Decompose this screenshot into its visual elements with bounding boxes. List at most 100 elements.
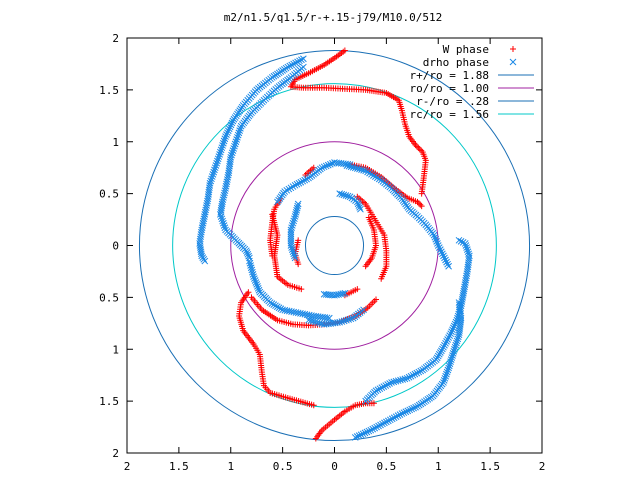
data-point-s1 — [219, 217, 226, 225]
data-point-s1 — [446, 332, 454, 339]
data-point-s1 — [226, 123, 234, 131]
data-point-s1 — [430, 231, 438, 239]
y-tick-label: 1 — [112, 343, 119, 356]
data-point-s1 — [410, 404, 417, 412]
data-point-s1 — [223, 131, 230, 138]
data-point-s1 — [451, 345, 458, 353]
data-point-s1 — [209, 171, 217, 178]
data-point-s1 — [377, 421, 384, 429]
data-point-s1 — [388, 415, 396, 423]
data-point-s1 — [325, 314, 333, 322]
data-point-s1 — [435, 350, 443, 358]
data-point-s1 — [363, 428, 371, 436]
data-point-s1 — [217, 148, 224, 156]
x-tick-label: 2 — [539, 460, 546, 473]
data-point-s1 — [407, 372, 415, 380]
data-point-s1 — [454, 335, 462, 343]
data-point-s1 — [404, 407, 412, 415]
data-point-s1 — [249, 271, 257, 278]
data-point-s1 — [237, 125, 244, 132]
data-point-s1 — [406, 406, 414, 414]
legend-label: ro/ro = 1.00 — [410, 82, 489, 95]
data-point-s1 — [345, 162, 353, 170]
data-point-s1 — [272, 302, 279, 310]
data-point-s1 — [301, 176, 309, 184]
data-point-s1 — [356, 204, 364, 211]
data-point-s1 — [251, 277, 259, 284]
data-point-s1 — [440, 343, 447, 351]
data-point-s1 — [463, 246, 471, 254]
data-point-s1 — [289, 248, 297, 256]
data-point-s1 — [439, 250, 446, 258]
data-point-s1 — [347, 163, 355, 171]
data-point-s1 — [343, 162, 351, 169]
data-point-s0 — [269, 252, 276, 259]
data-point-s1 — [234, 133, 241, 141]
data-point-s1 — [270, 301, 278, 308]
data-point-s1 — [373, 174, 381, 182]
data-point-s1 — [221, 135, 229, 143]
data-point-s1 — [442, 256, 449, 264]
data-point-s1 — [438, 248, 445, 256]
data-point-s1 — [247, 262, 254, 269]
data-point-s0 — [418, 147, 425, 154]
reference-circle-1 — [230, 141, 439, 350]
data-point-s1 — [370, 172, 377, 179]
data-point-s1 — [236, 127, 243, 134]
data-point-s1 — [388, 379, 395, 386]
data-point-s1 — [372, 387, 380, 395]
data-point-s1 — [455, 301, 463, 309]
data-point-s1 — [342, 192, 350, 199]
data-point-s1 — [396, 411, 404, 418]
x-tick-label: 1.5 — [480, 460, 500, 473]
data-point-s1 — [409, 371, 417, 379]
data-point-s1 — [339, 290, 347, 297]
data-point-s1 — [331, 159, 338, 166]
data-point-s1 — [433, 354, 441, 362]
data-point-s1 — [447, 330, 455, 338]
data-point-s1 — [290, 217, 298, 225]
data-point-s1 — [434, 240, 441, 247]
data-point-s1 — [442, 372, 450, 380]
legend-label: rc/ro = 1.56 — [410, 108, 489, 121]
data-point-s1 — [336, 190, 344, 197]
data-point-s1 — [340, 317, 348, 325]
data-point-s1 — [438, 347, 445, 355]
data-point-s1 — [398, 410, 406, 417]
data-point-s1 — [309, 318, 317, 325]
data-point-s1 — [408, 405, 416, 413]
data-point-s0 — [373, 296, 379, 303]
data-point-s1 — [450, 324, 457, 332]
data-point-s1 — [378, 384, 386, 391]
data-point-s1 — [214, 155, 222, 163]
data-point-s1 — [412, 403, 419, 411]
data-point-s1 — [445, 334, 452, 341]
data-point-s1 — [390, 378, 398, 386]
data-point-s1 — [397, 376, 404, 384]
data-point-s1 — [440, 377, 448, 384]
data-point-s1 — [392, 377, 400, 385]
data-point-s1 — [250, 275, 258, 282]
legend-label: W phase — [443, 43, 489, 56]
data-point-s1 — [368, 170, 375, 178]
data-point-s1 — [447, 358, 454, 366]
x-tick-label: 0.5 — [273, 460, 293, 473]
data-point-s1 — [351, 164, 359, 172]
data-point-s1 — [353, 198, 361, 206]
data-point-s1 — [246, 259, 254, 267]
data-point-s0 — [362, 263, 369, 270]
data-point-s1 — [448, 354, 456, 361]
y-tick-label: 1 — [112, 136, 119, 149]
data-point-s1 — [444, 260, 451, 268]
data-point-s1 — [455, 299, 463, 306]
data-point-s1 — [345, 316, 353, 323]
y-tick-label: 0 — [112, 240, 119, 253]
data-point-s1 — [212, 162, 220, 169]
data-point-s1 — [208, 175, 215, 183]
data-point-s1 — [384, 381, 392, 388]
data-point-s0 — [417, 201, 424, 208]
data-point-s1 — [452, 341, 460, 349]
data-point-s0 — [418, 190, 425, 197]
data-point-s1 — [291, 252, 298, 260]
data-point-s1 — [436, 349, 444, 356]
